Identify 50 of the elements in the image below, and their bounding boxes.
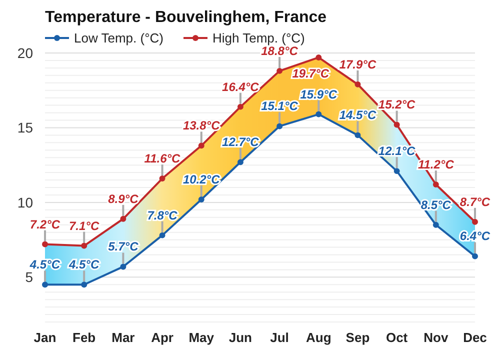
point [432, 222, 439, 228]
point [316, 111, 322, 118]
data-label: 15.9°C [300, 87, 338, 102]
x-tick-label: May [188, 330, 215, 345]
chart-title: Temperature - Bouvelinghem, France [45, 9, 327, 26]
data-label: 5.7°C [108, 240, 139, 254]
x-tick-label: Apr [151, 330, 174, 345]
x-tick-label: Jun [228, 330, 252, 345]
point [472, 253, 478, 260]
data-label: 13.8°C [182, 118, 220, 133]
data-label: 12.7°C [222, 135, 260, 150]
data-label: 8.7°C [460, 194, 490, 209]
point [159, 232, 166, 238]
y-tick-label: 20 [17, 44, 34, 61]
x-tick-label: Sep [346, 330, 370, 345]
point [354, 132, 361, 138]
point [276, 123, 283, 130]
y-tick-label: 5 [25, 269, 34, 286]
x-tick-label: Jan [34, 330, 56, 345]
x-tick-label: Aug [306, 330, 332, 345]
data-label: 14.5°C [339, 108, 376, 122]
x-tick-label: Jul [270, 330, 289, 345]
data-label: 15.1°C [261, 99, 298, 114]
point [198, 196, 204, 202]
point [42, 282, 48, 288]
data-label: 8.9°C [108, 192, 139, 206]
point [81, 282, 88, 288]
point [394, 168, 400, 174]
x-tick-label: Dec [463, 330, 487, 345]
x-tick-label: Mar [112, 330, 135, 345]
data-label: 16.4°C [222, 80, 260, 94]
legend-label: High Temp. (°C) [212, 30, 305, 46]
x-tick-label: Nov [424, 330, 449, 345]
data-label: 4.5°C [68, 258, 100, 272]
y-tick-label: 10 [17, 194, 34, 210]
data-label: 7.1°C [69, 218, 100, 233]
data-label: 15.2°C [378, 98, 416, 112]
y-tick-label: 15 [17, 120, 34, 136]
data-label: 7.2°C [30, 217, 60, 232]
point [120, 264, 126, 270]
data-label: 11.6°C [144, 152, 181, 166]
legend-label: Low Temp. (°C) [74, 30, 164, 46]
x-tick-label: Feb [72, 330, 96, 345]
data-label: 8.5°C [420, 198, 452, 212]
data-label: 7.8°C [147, 208, 178, 222]
data-label: 17.9°C [339, 57, 376, 72]
point [237, 159, 244, 166]
x-tick-label: Oct [386, 330, 408, 345]
data-label: 19.7°C [292, 66, 330, 80]
data-label: 10.2°C [182, 172, 220, 186]
